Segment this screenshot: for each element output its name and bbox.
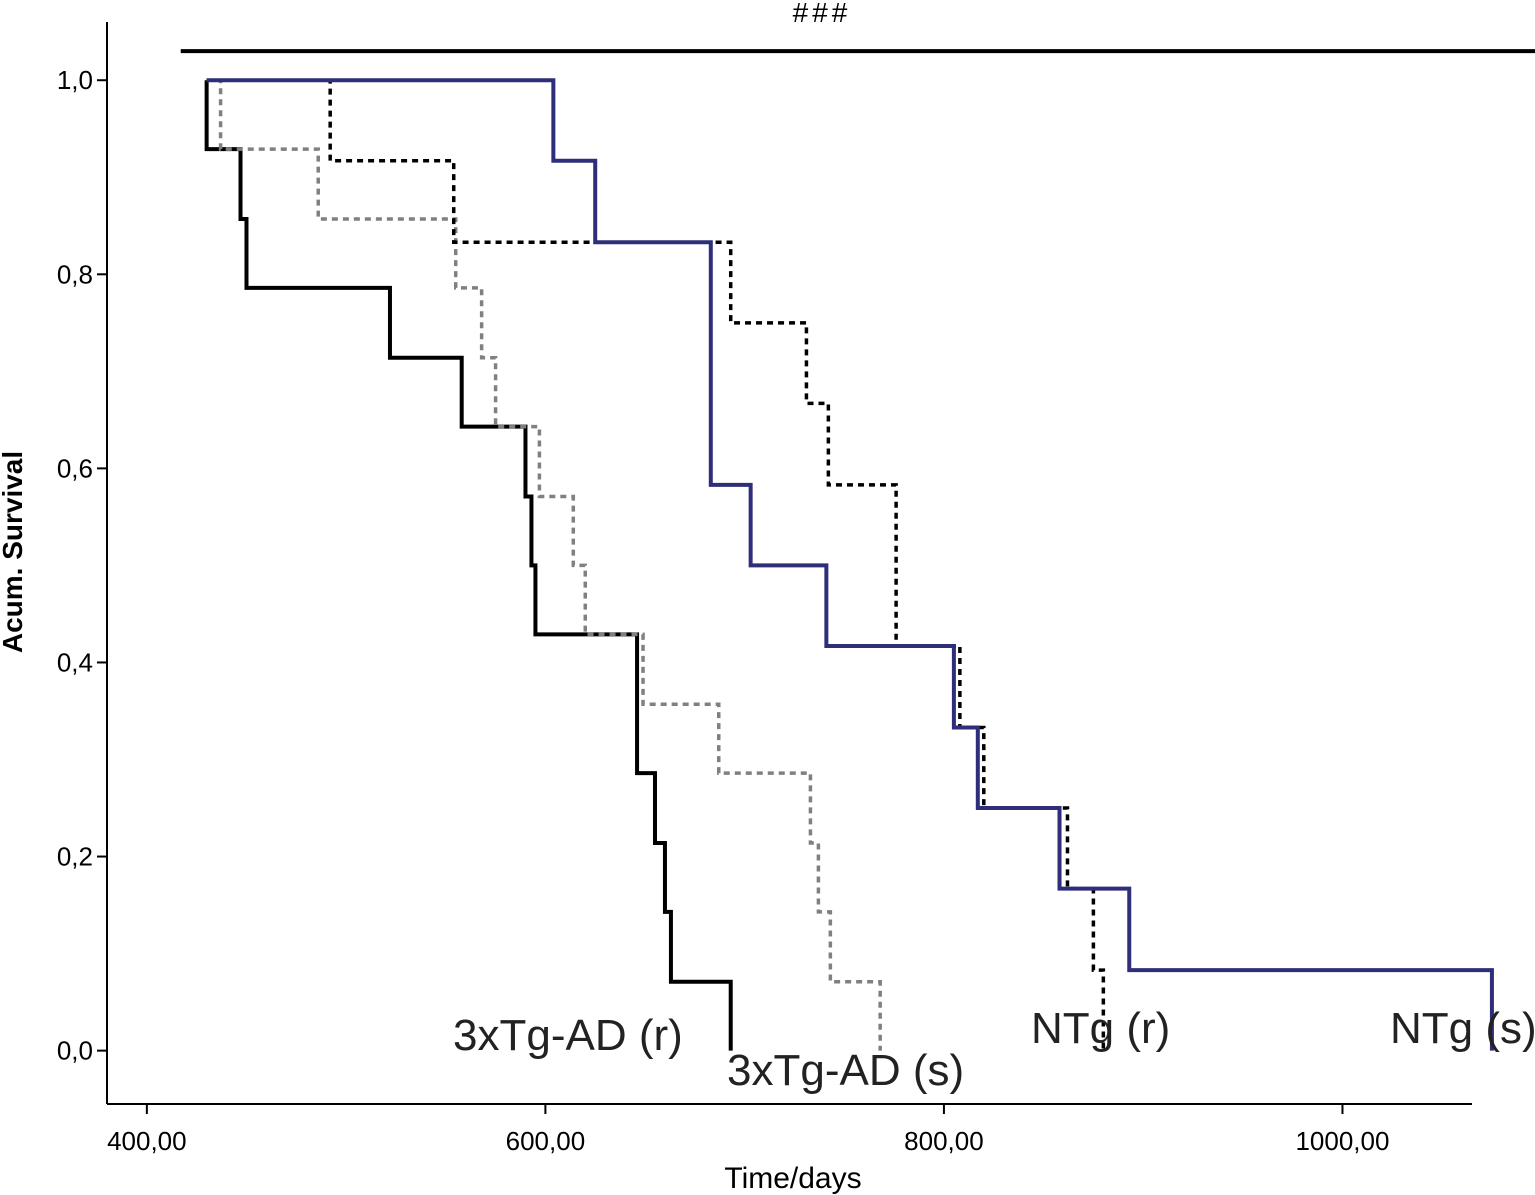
series-label-3xtg-ad-s: 3xTg-AD (s) [727, 1046, 964, 1095]
y-tick-label: 0,2 [57, 842, 93, 872]
y-tick-label: 0,4 [57, 647, 93, 677]
x-tick-label: 800,00 [904, 1126, 984, 1156]
x-tick-label: 600,00 [506, 1126, 586, 1156]
series-line-3xtg-ad-r [204, 80, 733, 1051]
series-line-ntg-r [206, 78, 1106, 1051]
series-line-ntg-s [206, 78, 1494, 1051]
axes: 400,00 600,00 800,00 1000,00 0,0 0,2 0,4 0,6 0,8… [57, 22, 1535, 1156]
significance-label: ### [793, 0, 852, 28]
series-label-3xtg-ad-r: 3xTg-AD (r) [453, 1011, 683, 1060]
y-tick-label: 0,8 [57, 259, 93, 289]
x-tick-label: 400,00 [107, 1126, 187, 1156]
y-tick-label: 0,6 [57, 453, 93, 483]
y-tick-label: 1,0 [57, 65, 93, 95]
series-label-ntg-r: NTg (r) [1031, 1004, 1170, 1053]
series-label-ntg-s: NTg (s) [1390, 1004, 1535, 1053]
series-line-3xtg-ad-s [206, 78, 882, 1051]
y-tick-label: 0,0 [57, 1036, 93, 1066]
x-axis-title: Time/days [724, 1162, 861, 1195]
x-tick-label: 1000,00 [1295, 1126, 1389, 1156]
y-axis-title: Acum. Survival [0, 451, 28, 653]
series-layer [204, 78, 1494, 1051]
